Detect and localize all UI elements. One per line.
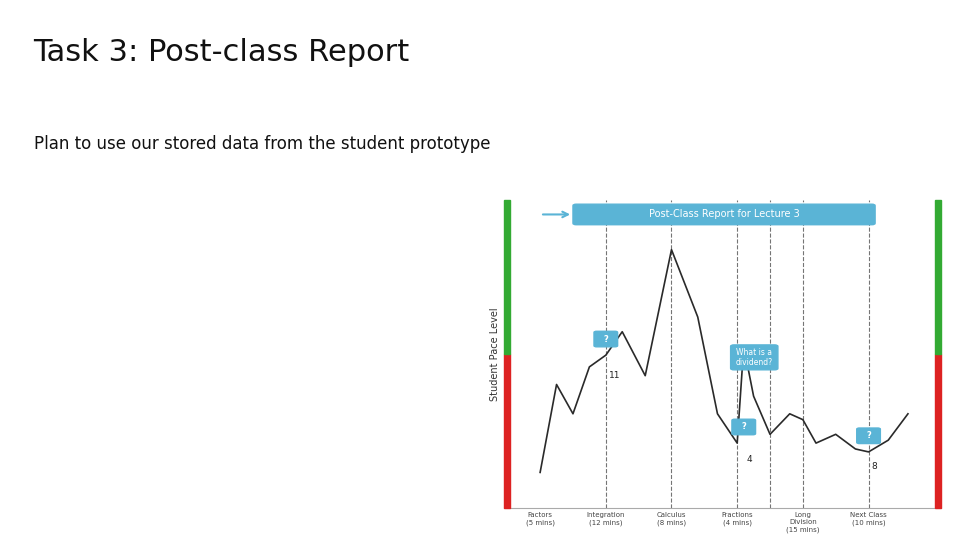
Text: 4: 4	[747, 455, 753, 464]
Text: Task 3: Post-class Report: Task 3: Post-class Report	[34, 38, 410, 67]
FancyBboxPatch shape	[504, 354, 510, 508]
Text: ?: ?	[741, 422, 746, 431]
Text: Plan to use our stored data from the student prototype: Plan to use our stored data from the stu…	[34, 135, 491, 153]
Text: 11: 11	[609, 372, 620, 380]
FancyBboxPatch shape	[573, 204, 876, 225]
Y-axis label: Student Pace Level: Student Pace Level	[490, 307, 500, 401]
FancyBboxPatch shape	[935, 354, 941, 508]
Text: Post-Class Report for Lecture 3: Post-Class Report for Lecture 3	[649, 210, 800, 219]
Text: What is a
dividend?: What is a dividend?	[735, 348, 773, 367]
FancyBboxPatch shape	[935, 200, 941, 354]
Text: ?: ?	[604, 335, 609, 343]
FancyBboxPatch shape	[594, 331, 617, 347]
Text: 8: 8	[872, 462, 877, 471]
FancyBboxPatch shape	[731, 345, 778, 370]
Text: ?: ?	[866, 431, 871, 440]
FancyBboxPatch shape	[732, 419, 756, 435]
FancyBboxPatch shape	[504, 200, 510, 354]
FancyBboxPatch shape	[856, 428, 880, 443]
